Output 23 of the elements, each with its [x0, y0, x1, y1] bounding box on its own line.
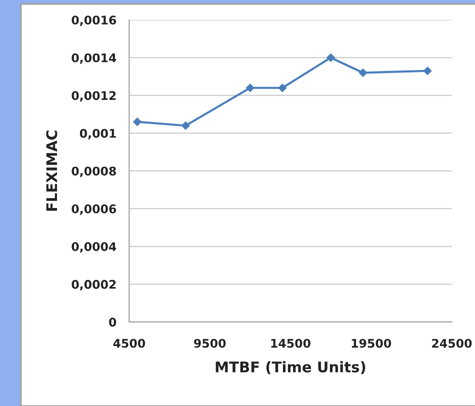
point: [182, 121, 190, 130]
point: [246, 84, 254, 92]
point: [423, 66, 432, 75]
point: [326, 54, 335, 62]
y-tick-label: 0,0008: [72, 166, 116, 178]
x-tick-label: 9500: [194, 338, 226, 348]
y-tick-label: 0,0012: [72, 91, 116, 102]
y-tick-label: 0,0016: [72, 16, 116, 26]
point: [133, 118, 142, 126]
y-tick-label: 0,0004: [72, 242, 116, 253]
y-tick-label: 0,0014: [72, 53, 116, 64]
y-tick-label: 0,0002: [72, 280, 116, 290]
x-tick-label: 24500: [432, 338, 472, 348]
y-tick-label: 0,001: [80, 128, 116, 140]
point: [278, 84, 287, 92]
y-tick-label: 0,0006: [72, 204, 116, 215]
x-tick-label: 4500: [113, 338, 146, 348]
x-tick-label: 19500: [352, 338, 392, 348]
x-axis-title: MTBF (Time Units): [216, 361, 366, 374]
y-tick-label: 0: [109, 318, 116, 327]
y-axis-title: FLEXIMAC: [46, 130, 58, 211]
point: [358, 68, 368, 77]
x-tick-label: 14500: [271, 338, 310, 348]
